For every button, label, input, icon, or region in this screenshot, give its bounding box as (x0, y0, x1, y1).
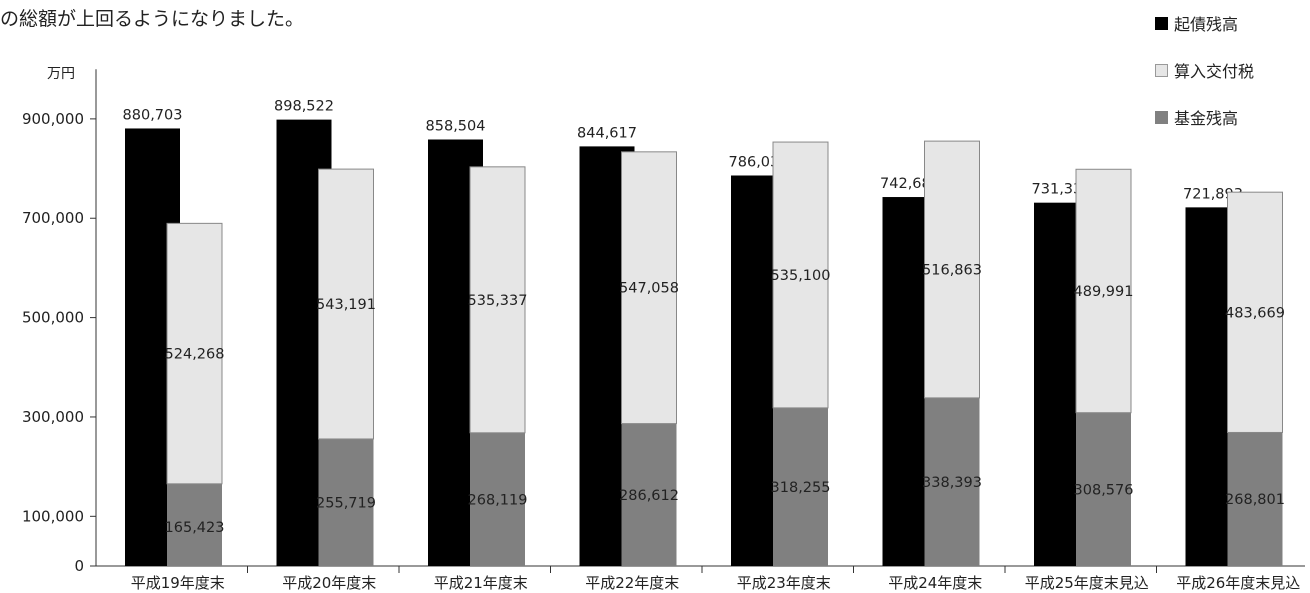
value-label-tax: 524,268 (165, 347, 225, 363)
legend-item-tax: 算入交付税 (1155, 59, 1254, 81)
bar-fund (318, 438, 374, 566)
value-label-fund: 338,393 (922, 475, 982, 491)
x-category-label: 平成24年度末 (888, 574, 982, 592)
header-text: の総額が上回るようになりました。 (0, 8, 305, 30)
value-label-tax: 489,991 (1074, 284, 1134, 300)
value-label-debt: 858,504 (426, 118, 486, 134)
value-label-tax: 516,863 (922, 262, 982, 278)
bar-tax (166, 222, 223, 485)
bar-fund (1076, 412, 1131, 566)
value-label-fund: 165,423 (165, 520, 225, 536)
value-label-fund: 286,612 (619, 488, 679, 504)
value-label-debt: 880,703 (123, 107, 183, 123)
legend: 起債残高 算入交付税 基金残高 (1155, 12, 1254, 153)
bar-fund (773, 407, 828, 566)
value-label-tax: 483,669 (1225, 305, 1285, 321)
y-tick-label: 900,000 (22, 110, 84, 128)
y-axis-unit-label: 万円 (47, 66, 75, 82)
x-category-label: 平成19年度末 (131, 574, 225, 592)
bar-fund (470, 432, 525, 566)
value-label-fund: 308,576 (1074, 482, 1134, 498)
x-category-label: 平成26年度末見込 (1176, 574, 1300, 592)
bar-tax (1075, 168, 1132, 414)
y-tick-label: 0 (74, 557, 84, 575)
bar-tax (772, 141, 829, 409)
y-tick-label: 500,000 (22, 309, 84, 327)
value-label-tax: 547,058 (619, 281, 679, 297)
legend-label-debt: 起債残高 (1174, 15, 1239, 34)
bar-tax (924, 140, 980, 399)
legend-swatch-tax (1155, 63, 1168, 77)
x-category-label: 平成20年度末 (282, 574, 376, 592)
value-label-fund: 255,719 (316, 495, 376, 511)
bar-tax (469, 166, 526, 434)
bar-fund (621, 423, 677, 566)
value-label-fund: 268,119 (468, 492, 528, 508)
x-category-label: 平成22年度末 (585, 574, 679, 592)
x-category-label: 平成25年度末見込 (1025, 574, 1149, 592)
bar-fund (1227, 432, 1283, 566)
legend-item-debt: 起債残高 (1155, 12, 1254, 34)
value-label-tax: 543,191 (316, 297, 376, 313)
y-tick-label: 700,000 (22, 209, 84, 227)
legend-swatch-debt (1155, 16, 1168, 30)
x-category-label: 平成21年度末 (434, 574, 528, 592)
y-tick-label: 300,000 (22, 408, 84, 426)
x-category-label: 平成23年度末 (737, 574, 831, 592)
value-label-tax: 535,337 (468, 293, 528, 309)
bar-tax (1227, 191, 1283, 433)
value-label-debt: 844,617 (577, 125, 637, 141)
value-label-fund: 268,801 (1225, 492, 1285, 508)
value-label-debt: 898,522 (274, 99, 334, 115)
bar-fund (167, 483, 222, 566)
bar-tax (318, 168, 374, 440)
value-label-fund: 318,255 (771, 480, 831, 496)
bar-tax (621, 151, 677, 425)
value-label-tax: 535,100 (771, 268, 831, 284)
legend-swatch-fund (1155, 110, 1168, 124)
y-tick-label: 100,000 (22, 507, 84, 525)
legend-item-fund: 基金残高 (1155, 106, 1254, 128)
bar-fund (924, 397, 980, 566)
legend-label-fund: 基金残高 (1174, 109, 1239, 128)
legend-label-tax: 算入交付税 (1174, 62, 1255, 81)
